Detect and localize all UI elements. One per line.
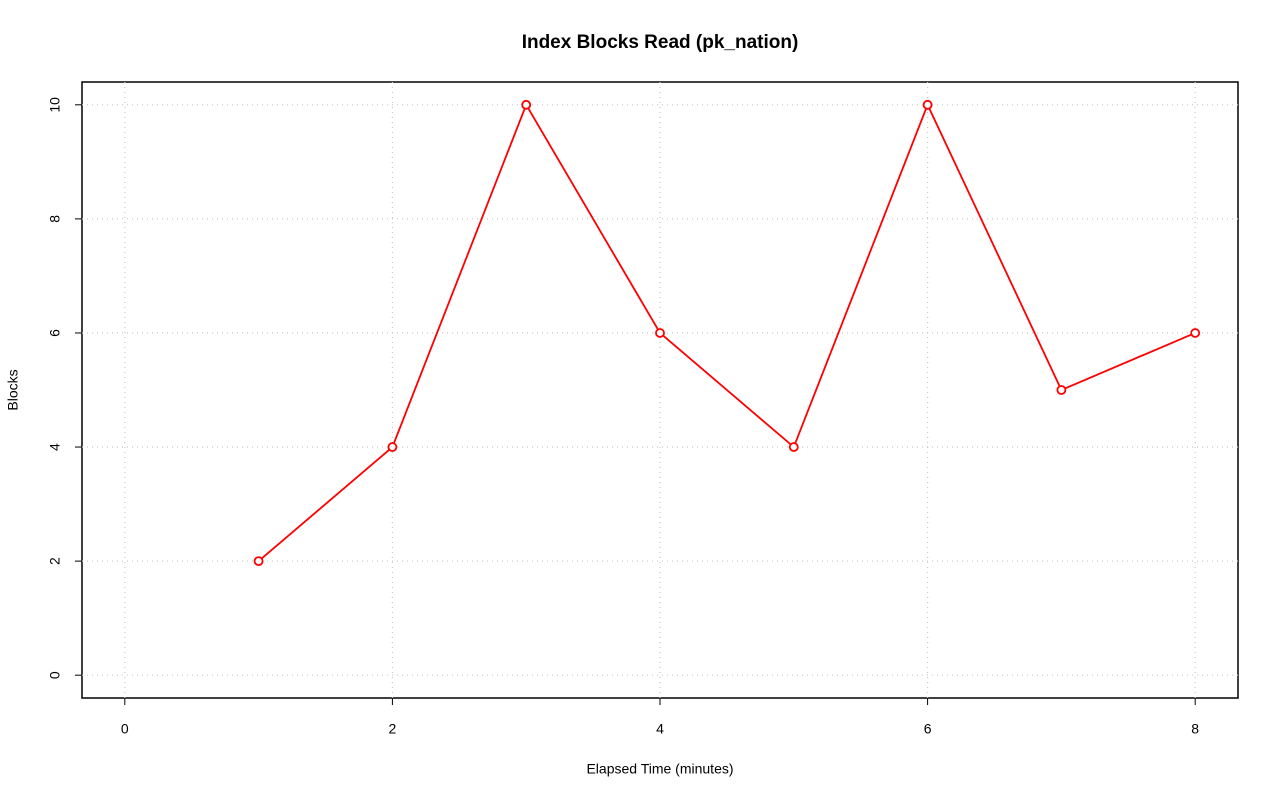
data-point: [788, 442, 799, 452]
y-tick-label: 4: [47, 443, 63, 451]
data-point: [922, 99, 933, 110]
data-point: [655, 328, 665, 338]
data-point: [1190, 328, 1201, 338]
data-point: [387, 442, 398, 452]
y-axis-label: Blocks: [5, 369, 21, 410]
x-axis-label: Elapsed Time (minutes): [586, 761, 733, 777]
x-tick-label: 8: [1191, 721, 1199, 737]
y-tick-label: 0: [47, 671, 63, 679]
series-line: [258, 102, 1196, 562]
data-point: [253, 556, 264, 567]
x-tick-label: 0: [121, 721, 129, 737]
x-tick-label: 2: [389, 721, 397, 737]
y-tick-label: 10: [47, 97, 63, 113]
data-point: [521, 99, 532, 110]
x-tick-label: 4: [656, 721, 664, 737]
x-tick-label: 6: [924, 721, 932, 737]
data-point: [1056, 385, 1067, 395]
chart-title: Index Blocks Read (pk_nation): [522, 32, 799, 53]
y-tick-label: 6: [47, 329, 63, 337]
y-tick-label: 2: [47, 557, 63, 565]
y-tick-label: 8: [47, 215, 63, 223]
